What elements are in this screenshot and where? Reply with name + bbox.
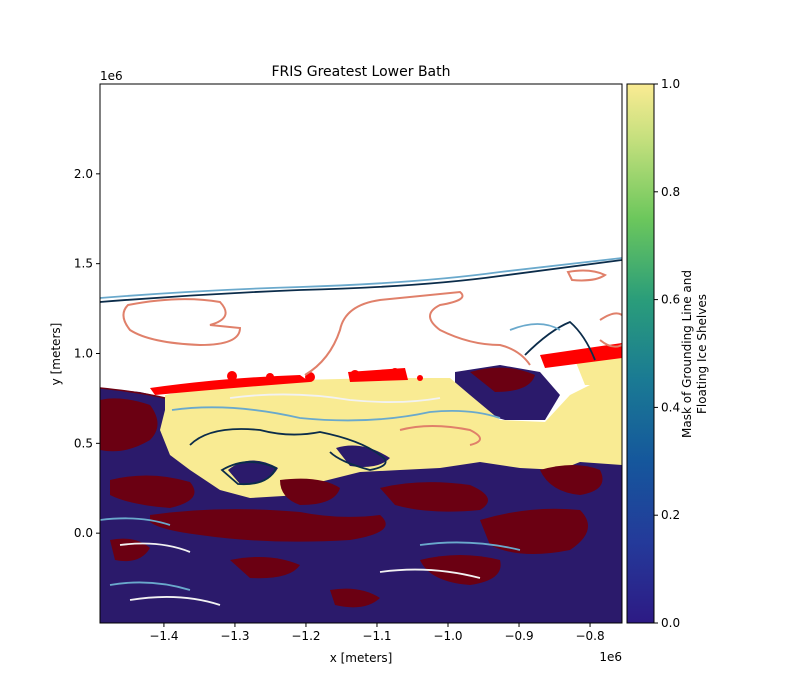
colorbar-label-line1: Mask of Grounding Line and	[680, 270, 694, 438]
colorbar-tick-label: 0.4	[661, 400, 680, 414]
x-tick-label: −1.3	[220, 629, 249, 643]
contour-dark-red	[100, 387, 166, 399]
colorbar-tick-label: 1.0	[661, 77, 680, 91]
x-tick-label: −1.0	[433, 629, 462, 643]
x-tick-label: −1.4	[149, 629, 178, 643]
colorbar-tick-label: 0.6	[661, 293, 680, 307]
x-axis-label: x [meters]	[330, 651, 393, 665]
x-offset-label: 1e6	[599, 650, 622, 664]
map-area	[100, 84, 622, 623]
y-tick-label: 0.0	[74, 526, 93, 540]
contour-navy	[100, 259, 622, 486]
contour-white	[119, 393, 481, 606]
x-axis: −1.4 −1.3 −1.2 −1.1 −1.0 −0.9 −0.8	[149, 623, 605, 643]
colorbar-tick-label: 0.0	[661, 616, 680, 630]
x-tick-label: −1.1	[362, 629, 391, 643]
y-axis: 0.0 0.5 1.0 1.5 2.0	[74, 167, 100, 540]
chart-title: FRIS Greatest Lower Bath	[271, 64, 450, 80]
x-tick-label: −0.8	[575, 629, 604, 643]
contour-light-blue	[100, 257, 622, 591]
y-offset-label: 1e6	[100, 69, 123, 83]
y-tick-label: 2.0	[74, 167, 93, 181]
y-tick-label: 1.5	[74, 257, 93, 271]
colorbar-axis: 0.0 0.2 0.4 0.6 0.8 1.0	[654, 77, 680, 630]
colorbar	[626, 83, 655, 624]
colorbar-label-line2: Floating Ice Shelves	[695, 294, 709, 414]
red-band-right	[540, 343, 622, 368]
y-tick-label: 1.0	[74, 347, 93, 361]
shelf-grounded-island	[228, 460, 278, 485]
y-tick-label: 0.5	[74, 436, 93, 450]
x-tick-label: −0.9	[504, 629, 533, 643]
shelf-grounded-island-2	[336, 445, 390, 467]
contour-salmon	[122, 269, 622, 446]
colorbar-tick-label: 0.8	[661, 185, 680, 199]
colorbar-tick-label: 0.2	[661, 508, 680, 522]
y-axis-label: y [meters]	[49, 323, 63, 386]
x-tick-label: −1.2	[291, 629, 320, 643]
